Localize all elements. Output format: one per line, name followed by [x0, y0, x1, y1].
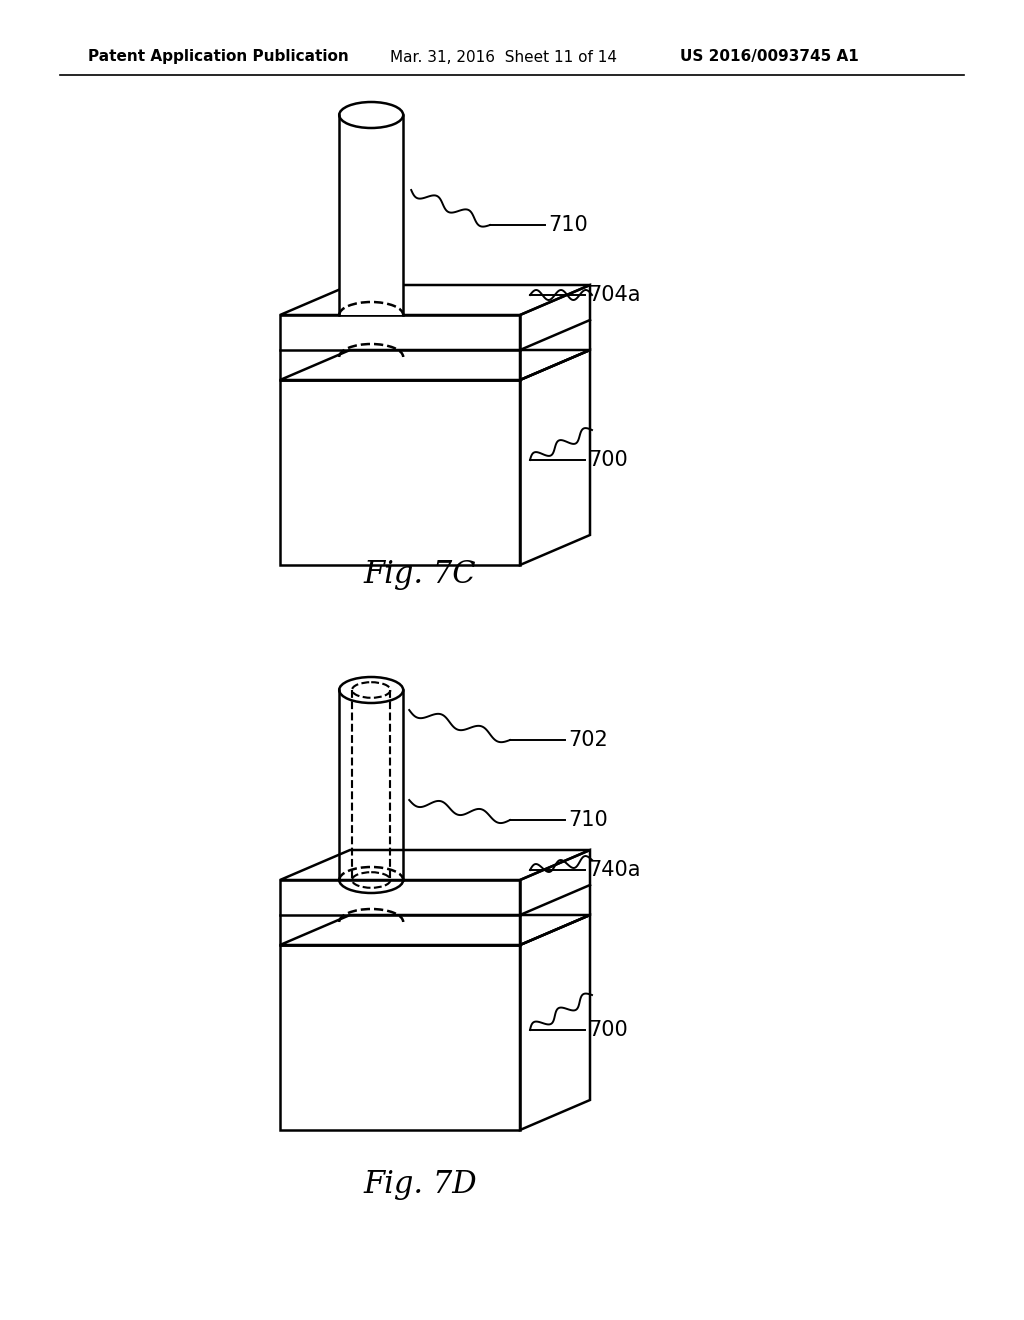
- Polygon shape: [339, 115, 403, 315]
- Text: 710: 710: [548, 215, 588, 235]
- Text: US 2016/0093745 A1: US 2016/0093745 A1: [680, 49, 859, 65]
- Text: 700: 700: [588, 1020, 628, 1040]
- Text: 702: 702: [568, 730, 608, 750]
- Text: Mar. 31, 2016  Sheet 11 of 14: Mar. 31, 2016 Sheet 11 of 14: [390, 49, 617, 65]
- Text: Patent Application Publication: Patent Application Publication: [88, 49, 349, 65]
- Ellipse shape: [339, 102, 403, 128]
- Text: Fig. 7D: Fig. 7D: [364, 1170, 477, 1200]
- Text: 740a: 740a: [588, 861, 640, 880]
- Text: Fig. 7C: Fig. 7C: [364, 560, 476, 590]
- Text: 700: 700: [588, 450, 628, 470]
- Text: 704a: 704a: [588, 285, 640, 305]
- Text: 710: 710: [568, 810, 608, 830]
